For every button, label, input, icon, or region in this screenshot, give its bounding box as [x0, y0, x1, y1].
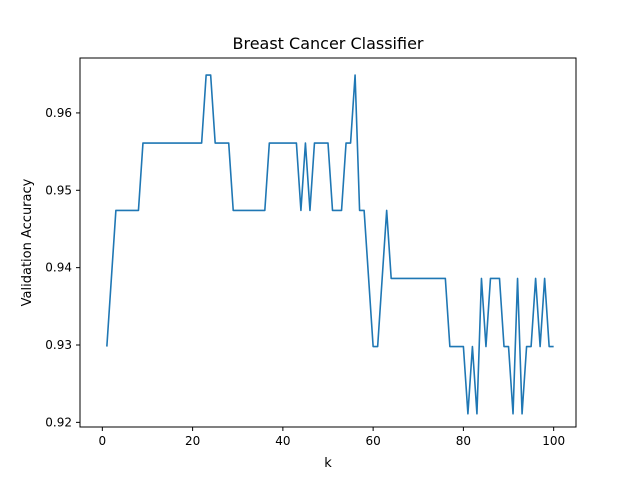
x-axis: 0 20 40 60 80 100 — [99, 427, 565, 448]
x-tick-label: 60 — [365, 434, 380, 448]
x-tick-label: 80 — [456, 434, 471, 448]
plot-frame — [79, 57, 577, 428]
y-axis-label: Validation Accuracy — [20, 178, 35, 306]
x-tick-label: 100 — [542, 434, 565, 448]
y-tick-label: 0.92 — [45, 415, 72, 429]
x-tick-label: 20 — [185, 434, 200, 448]
y-axis: 0.92 0.93 0.94 0.95 0.96 — [45, 106, 80, 429]
series-line — [106, 74, 554, 415]
x-axis-label: k — [324, 456, 332, 471]
y-tick-label: 0.94 — [45, 261, 72, 275]
y-tick-label: 0.95 — [45, 183, 72, 197]
x-tick-label: 0 — [99, 434, 107, 448]
x-tick-label: 40 — [275, 434, 290, 448]
y-tick-label: 0.96 — [45, 106, 72, 120]
chart-title: Breast Cancer Classifier — [232, 34, 423, 53]
series-layer — [106, 74, 554, 415]
y-tick-label: 0.93 — [45, 338, 72, 352]
